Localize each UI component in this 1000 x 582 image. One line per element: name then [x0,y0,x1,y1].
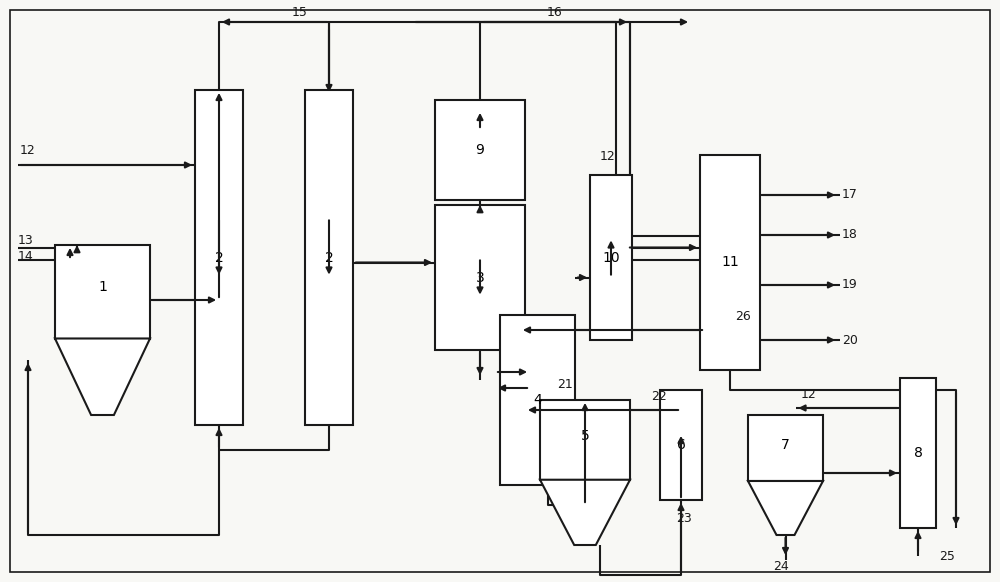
Text: 12: 12 [20,144,36,157]
Text: 14: 14 [18,250,34,262]
Bar [700,155,760,370]
Text: 2: 2 [325,250,333,264]
Text: 15: 15 [292,5,308,19]
Text: 3: 3 [476,271,484,285]
Text: 8: 8 [914,446,922,460]
Text: 25: 25 [939,549,955,562]
Bar [540,400,630,480]
Text: 24: 24 [774,560,789,573]
Text: 6: 6 [677,438,685,452]
Text: 26: 26 [735,310,751,322]
Bar [435,100,525,200]
Text: 9: 9 [476,143,484,157]
Text: 4: 4 [533,393,542,407]
Polygon shape [540,480,630,545]
Text: 13: 13 [18,233,34,247]
Text: 7: 7 [781,438,790,452]
Bar [660,390,702,500]
Bar [500,315,575,485]
Polygon shape [748,481,823,535]
Text: 20: 20 [842,333,858,346]
Bar [435,205,525,350]
Bar [305,90,353,425]
Bar [900,378,936,528]
Text: 18: 18 [842,229,858,242]
Bar [55,245,150,339]
Text: 2: 2 [215,250,223,264]
Text: 22: 22 [651,389,667,403]
Text: 23: 23 [676,512,692,524]
Text: 12: 12 [800,389,816,402]
Bar [195,90,243,425]
Text: 19: 19 [842,279,858,292]
Bar [590,175,632,340]
Text: 16: 16 [547,5,563,19]
Bar [748,415,823,481]
Text: 11: 11 [721,255,739,269]
Text: 21: 21 [557,378,573,392]
Text: 1: 1 [98,280,107,294]
Text: 12: 12 [600,151,616,164]
Text: 5: 5 [581,429,589,443]
Polygon shape [55,339,150,415]
Text: 17: 17 [842,189,858,201]
Text: 10: 10 [602,250,620,264]
